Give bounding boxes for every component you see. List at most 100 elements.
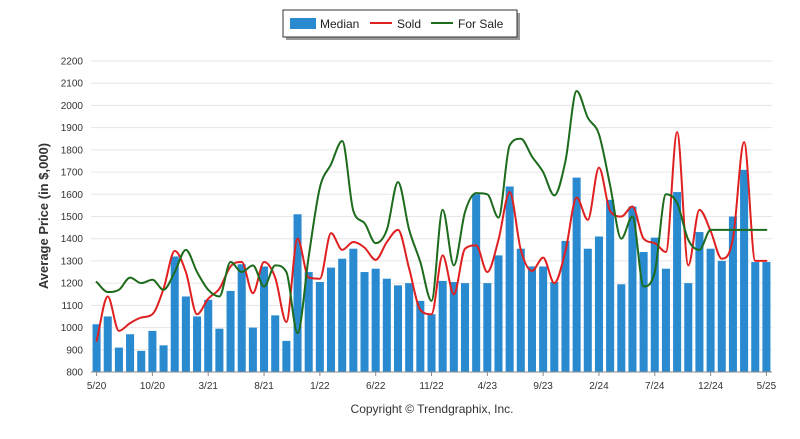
- y-tick-label: 2000: [61, 101, 84, 112]
- x-tick-label: 1/22: [310, 381, 330, 392]
- x-tick-label: 4/23: [478, 381, 498, 392]
- y-tick-label: 1600: [61, 190, 84, 201]
- median-bar: [260, 266, 269, 372]
- median-bar: [594, 236, 603, 372]
- median-bar: [103, 316, 112, 372]
- median-bar: [561, 240, 570, 372]
- y-tick-label: 1400: [61, 234, 84, 245]
- grid-lines: [91, 60, 772, 373]
- median-bar: [539, 266, 548, 372]
- x-tick-label: 7/24: [645, 381, 665, 392]
- median-bar: [460, 283, 470, 372]
- median-bar: [527, 266, 536, 372]
- y-tick-label: 900: [66, 345, 83, 356]
- y-tick-label: 2200: [61, 57, 84, 68]
- legend-label-for-sale: For Sale: [458, 17, 504, 31]
- x-tick-label: 11/22: [419, 381, 444, 392]
- copyright-text: Copyright © Trendgraphix, Inc.: [351, 402, 514, 416]
- y-tick-label: 1100: [61, 301, 83, 312]
- legend-box: [282, 9, 518, 38]
- median-bar: [148, 330, 157, 372]
- median-bar: [650, 237, 659, 372]
- median-bar: [728, 216, 737, 372]
- y-tick-label: 1300: [61, 256, 84, 267]
- legend-swatch-median: [290, 18, 316, 29]
- y-tick-label: 1000: [61, 323, 84, 334]
- median-bar: [193, 316, 202, 372]
- median-bar: [639, 252, 648, 372]
- median-bar: [371, 268, 380, 372]
- median-bar: [606, 199, 615, 372]
- median-bar: [159, 345, 168, 372]
- y-axis-title: Average Price (in $,000): [36, 143, 51, 289]
- x-tick-label: 2/24: [589, 381, 609, 392]
- median-bar: [717, 260, 726, 372]
- median-bar: [572, 177, 581, 372]
- median-bar: [338, 258, 347, 372]
- median-bar: [661, 268, 670, 372]
- median-bar: [494, 255, 503, 372]
- median-bar: [226, 290, 235, 372]
- y-tick-label: 1800: [61, 145, 84, 156]
- median-bar: [684, 283, 693, 372]
- median-bar: [416, 300, 425, 372]
- median-bar: [114, 347, 123, 372]
- median-bar: [360, 272, 369, 372]
- median-bar: [349, 248, 358, 372]
- for-sale-line: [95, 89, 768, 335]
- legend-label-median: Median: [320, 17, 359, 31]
- x-tick-label: 3/21: [198, 381, 218, 392]
- median-bar: [762, 262, 771, 372]
- median-bar: [204, 299, 213, 372]
- median-bar: [271, 315, 280, 372]
- y-tick-label: 1500: [61, 212, 84, 223]
- median-bar: [215, 328, 224, 372]
- median-bar: [516, 248, 525, 372]
- x-tick-label: 5/20: [87, 381, 107, 392]
- median-bar: [483, 283, 492, 372]
- series-lines: [95, 89, 768, 342]
- median-bar: [751, 262, 760, 372]
- median-bar: [181, 296, 190, 372]
- median-bar: [126, 334, 135, 372]
- median-bar: [505, 186, 514, 372]
- median-bar: [472, 194, 481, 372]
- median-bar: [282, 340, 291, 372]
- x-tick-label: 9/23: [533, 381, 553, 392]
- x-tick-label: 8/21: [254, 381, 274, 392]
- median-bar: [315, 282, 324, 372]
- legend: Median Sold For Sale: [282, 9, 520, 40]
- median-bar: [695, 232, 704, 372]
- median-bar: [550, 282, 559, 372]
- median-bar: [327, 267, 336, 372]
- median-bar: [92, 324, 101, 372]
- median-bar: [170, 256, 179, 372]
- median-bar: [449, 282, 458, 372]
- median-bars: [92, 169, 771, 372]
- median-bar: [617, 284, 626, 372]
- median-bar: [304, 272, 313, 372]
- median-bar: [248, 327, 257, 372]
- median-bar: [628, 206, 637, 372]
- median-bar: [706, 248, 715, 372]
- x-tick-label: 5/25: [757, 381, 777, 392]
- y-tick-label: 1700: [61, 168, 84, 179]
- median-bar: [382, 278, 391, 372]
- median-bar: [237, 264, 246, 372]
- median-bar: [293, 214, 302, 372]
- median-bar: [740, 169, 749, 372]
- x-tick-label: 10/20: [140, 381, 165, 392]
- x-tick-label: 6/22: [366, 381, 386, 392]
- sold-line: [95, 131, 768, 342]
- median-bar: [673, 192, 682, 372]
- legend-label-sold: Sold: [397, 17, 421, 31]
- y-tick-label: 1200: [61, 279, 84, 290]
- y-tick-label: 1900: [61, 123, 84, 134]
- median-bar: [137, 350, 146, 372]
- median-bar: [393, 285, 403, 372]
- x-tick-label: 12/24: [698, 381, 723, 392]
- median-bar: [438, 280, 447, 372]
- median-bar: [583, 248, 592, 372]
